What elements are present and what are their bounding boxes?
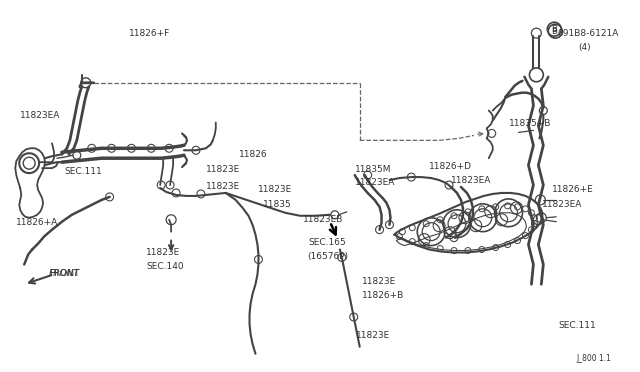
Text: 11823E: 11823E: [206, 182, 240, 191]
Text: 11826+B: 11826+B: [362, 291, 404, 300]
Text: 11823EB: 11823EB: [303, 215, 344, 224]
Text: 11823E: 11823E: [257, 185, 292, 194]
Text: 11823E: 11823E: [356, 331, 390, 340]
Text: (4): (4): [578, 43, 591, 52]
Text: SEC.165: SEC.165: [308, 238, 346, 247]
Text: (16576P): (16576P): [307, 251, 348, 260]
Text: B: B: [551, 25, 557, 34]
Text: SEC.111: SEC.111: [64, 167, 102, 176]
Text: SEC.140: SEC.140: [147, 262, 184, 272]
Text: 11835+B: 11835+B: [509, 119, 551, 128]
Text: 11823E: 11823E: [206, 165, 240, 174]
Text: 11823EA: 11823EA: [20, 110, 61, 119]
Text: FRONT: FRONT: [49, 269, 79, 278]
Text: 11826+E: 11826+E: [552, 185, 594, 194]
Text: 11826: 11826: [239, 150, 268, 159]
Text: J_800 1.1: J_800 1.1: [576, 354, 611, 363]
Text: 11835: 11835: [264, 200, 292, 209]
Text: 11823EA: 11823EA: [355, 178, 395, 187]
Text: 11826+F: 11826+F: [129, 29, 171, 38]
Text: 11826+A: 11826+A: [16, 218, 58, 227]
Text: FRONT: FRONT: [49, 269, 80, 278]
Text: SEC.111: SEC.111: [558, 321, 596, 330]
Text: 11835M: 11835M: [355, 165, 391, 174]
Text: 11823E: 11823E: [362, 277, 396, 286]
Text: 11826+D: 11826+D: [429, 162, 472, 171]
Text: 11823EA: 11823EA: [542, 200, 582, 209]
Text: 11823E: 11823E: [147, 247, 180, 257]
Text: 11823EA: 11823EA: [451, 176, 492, 185]
Text: B: B: [551, 27, 557, 36]
Text: 091B8-6121A: 091B8-6121A: [557, 29, 619, 38]
